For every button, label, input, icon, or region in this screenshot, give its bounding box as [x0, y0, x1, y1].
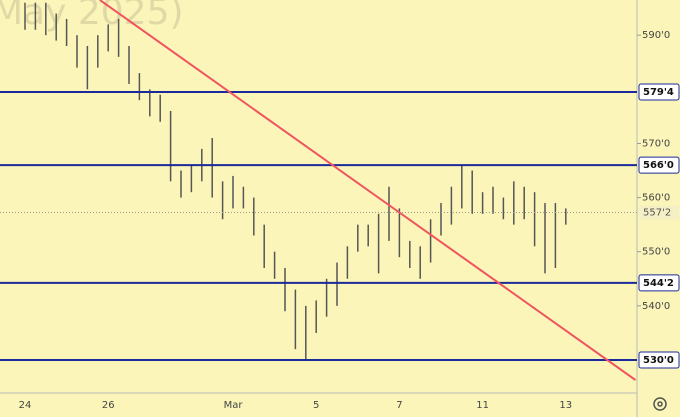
plot-area: [24, 2, 567, 360]
x-tick-label: 24: [19, 400, 32, 411]
level-label: 579'4: [643, 87, 674, 98]
x-tick-label: 5: [313, 400, 319, 411]
x-tick-label: 7: [396, 400, 402, 411]
trendline: [99, 0, 637, 381]
last-price-label: 557'2: [643, 207, 671, 218]
settings-hub[interactable]: [657, 401, 663, 407]
level-box: [638, 274, 680, 292]
level-box: [638, 156, 680, 174]
x-tick-label: 13: [559, 400, 572, 411]
y-tick-label: 540'0: [642, 301, 670, 312]
level-label: 566'0: [643, 160, 674, 171]
settings-icon[interactable]: [653, 397, 667, 411]
x-tick-label: 11: [476, 400, 489, 411]
x-tick-label: 26: [102, 400, 115, 411]
y-tick-label: 570'0: [642, 138, 670, 149]
last-price-box: [639, 205, 679, 220]
level-box: [638, 351, 680, 369]
settings-gear[interactable]: [653, 397, 667, 411]
x-tick-label: Mar: [224, 400, 244, 411]
watermark: May 2025): [0, 0, 184, 33]
level-label: 544'2: [643, 278, 674, 289]
y-tick-label: 590'0: [642, 30, 670, 41]
y-tick-label: 550'0: [642, 247, 670, 258]
y-tick-label: 560'0: [642, 193, 670, 204]
level-label: 530'0: [643, 355, 674, 366]
level-box: [638, 83, 680, 101]
